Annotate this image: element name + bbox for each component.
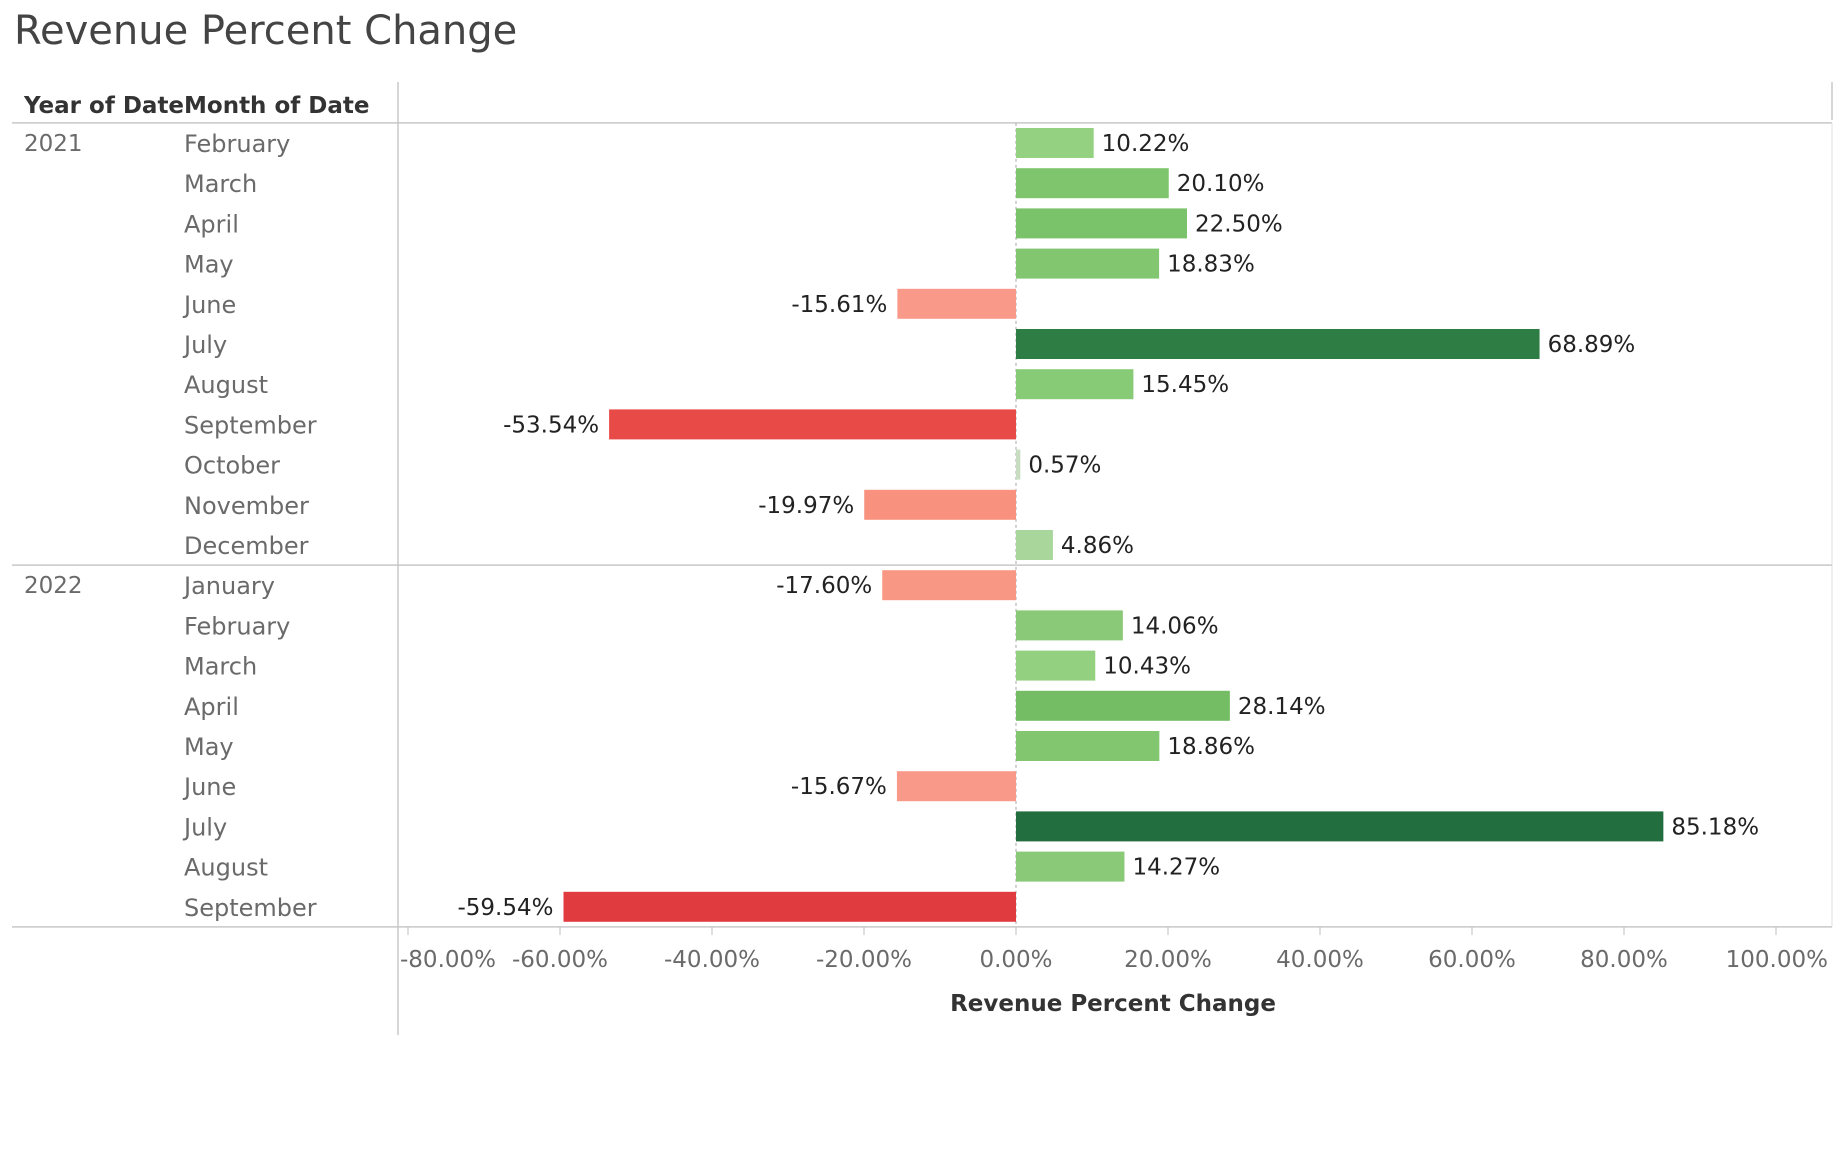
x-tick-label: 100.00% — [1726, 947, 1828, 973]
data-label: -15.61% — [791, 292, 887, 318]
month-label: August — [184, 854, 268, 882]
bar[interactable] — [1016, 851, 1125, 882]
bar[interactable] — [609, 409, 1016, 440]
data-label: 0.57% — [1028, 453, 1101, 479]
month-label: April — [184, 693, 239, 721]
month-label: March — [184, 653, 257, 681]
data-label: -59.54% — [457, 895, 553, 921]
x-tick-label: 20.00% — [1124, 947, 1212, 973]
bar[interactable] — [882, 570, 1016, 601]
bar[interactable] — [1016, 449, 1021, 480]
data-label: 10.22% — [1102, 131, 1190, 157]
year-column-header: Year of Date — [23, 93, 184, 119]
month-label: March — [184, 170, 257, 198]
data-label: -19.97% — [758, 493, 854, 519]
bar[interactable] — [864, 489, 1016, 520]
data-label: -53.54% — [503, 412, 599, 438]
x-tick-label: -40.00% — [664, 947, 760, 973]
month-label: June — [182, 291, 236, 319]
bar[interactable] — [1016, 248, 1160, 279]
bar[interactable] — [563, 891, 1016, 922]
data-label: 20.10% — [1177, 171, 1265, 197]
bar[interactable] — [1016, 329, 1540, 359]
month-label: January — [182, 572, 275, 600]
data-label: 4.86% — [1061, 533, 1134, 559]
bar[interactable] — [1016, 208, 1187, 239]
data-label: 68.89% — [1548, 332, 1636, 358]
x-tick-label: -60.00% — [512, 947, 608, 973]
data-label: -15.67% — [791, 774, 887, 800]
data-label: 14.06% — [1131, 613, 1219, 639]
month-label: June — [182, 773, 236, 801]
bar[interactable] — [897, 288, 1016, 319]
x-tick-label: 40.00% — [1276, 947, 1364, 973]
x-axis-ticks: -80.00% -60.00% -40.00% -20.00% 0.00% 20.00% 4… — [400, 926, 1828, 973]
year-label: 2021 — [24, 131, 83, 157]
data-label: 10.43% — [1103, 654, 1191, 680]
data-label: 18.86% — [1167, 734, 1255, 760]
month-label: September — [184, 894, 317, 922]
data-label: 14.27% — [1132, 855, 1220, 881]
month-label: July — [182, 813, 227, 841]
bar[interactable] — [1016, 168, 1169, 199]
x-tick-label: 0.00% — [979, 947, 1052, 973]
bar[interactable] — [896, 771, 1016, 802]
month-label: April — [184, 210, 239, 238]
x-axis-title: Revenue Percent Change — [950, 991, 1276, 1017]
data-label: 22.50% — [1195, 211, 1283, 237]
chart-frame — [12, 82, 1833, 1035]
chart-bars: 10.22% 20.10% 22.50% 18.83% -15.61% 68.89% 15.… — [457, 128, 1759, 922]
data-label: 18.83% — [1167, 252, 1255, 278]
month-column-header: Month of Date — [184, 93, 369, 119]
year-label: 2022 — [24, 573, 83, 599]
bar[interactable] — [1016, 650, 1096, 681]
data-label: 28.14% — [1238, 694, 1326, 720]
chart-rows: 2021 February March April May June July August S… — [24, 130, 317, 922]
month-label: July — [182, 331, 227, 359]
data-label: 15.45% — [1141, 372, 1229, 398]
month-label: October — [184, 452, 280, 480]
month-label: May — [184, 251, 234, 279]
month-label: November — [184, 492, 309, 520]
month-label: February — [184, 130, 290, 158]
bar[interactable] — [1016, 731, 1160, 761]
bar[interactable] — [1016, 530, 1053, 560]
x-tick-label: 80.00% — [1580, 947, 1668, 973]
data-label: -17.60% — [776, 573, 872, 599]
bar[interactable] — [1016, 690, 1230, 721]
data-label: 85.18% — [1671, 814, 1759, 840]
chart-title: Revenue Percent Change — [14, 8, 518, 54]
month-label: May — [184, 733, 234, 761]
x-tick-label: -20.00% — [816, 947, 912, 973]
x-tick-label: -80.00% — [400, 947, 496, 973]
bar[interactable] — [1016, 369, 1134, 400]
bar[interactable] — [1016, 811, 1664, 842]
month-label: September — [184, 411, 317, 439]
bar[interactable] — [1016, 128, 1094, 158]
month-label: February — [184, 612, 290, 640]
bar[interactable] — [1016, 610, 1123, 641]
month-label: August — [184, 371, 268, 399]
x-tick-label: 60.00% — [1428, 947, 1516, 973]
month-label: December — [184, 532, 309, 560]
